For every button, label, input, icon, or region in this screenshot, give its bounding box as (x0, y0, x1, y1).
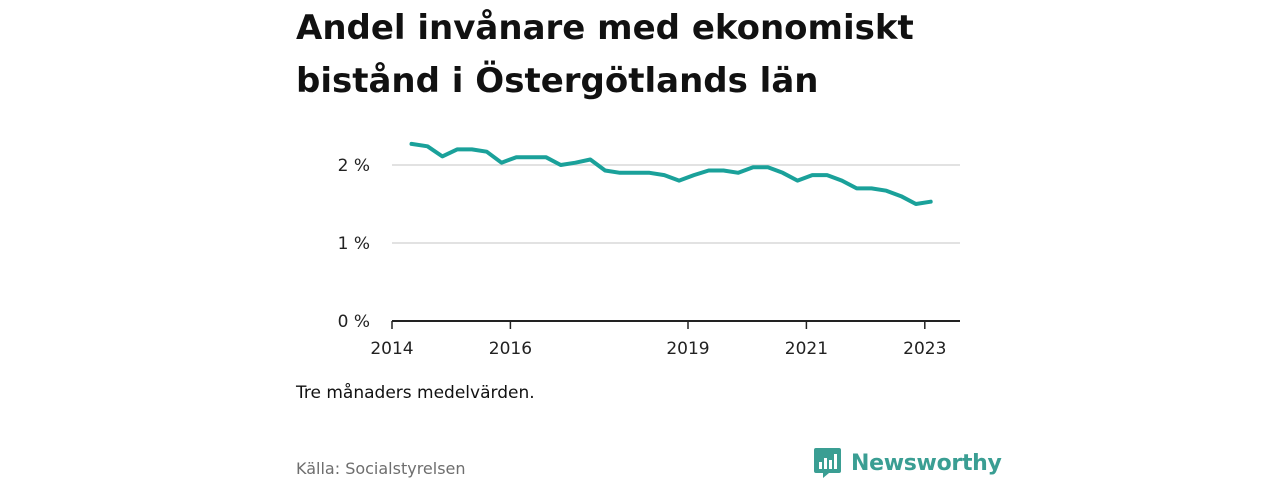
series-line-0 (409, 141, 933, 206)
chart-title: Andel invånare med ekonomiskt bistånd i … (296, 2, 996, 108)
x-tick-label: 2019 (666, 339, 709, 359)
y-tick-label: 0 % (338, 312, 370, 332)
y-tick-label: 2 % (338, 156, 370, 176)
x-tick-label: 2014 (370, 339, 413, 359)
y-tick-label: 1 % (338, 234, 370, 254)
bar-chart-speech-bubble-icon (814, 448, 841, 478)
line-chart: 0 % 1 % 2 % 2014 2016 2019 2021 2023 (338, 141, 960, 359)
chart-title-line-1: Andel invånare med ekonomiskt (296, 8, 914, 48)
chart-title-line-2: bistånd i Östergötlands län (296, 61, 819, 101)
brand-logo-link[interactable]: Newsworthy (814, 446, 1002, 480)
chart-note: Tre månaders medelvärden. (296, 383, 535, 403)
brand-name: Newsworthy (851, 450, 1002, 476)
x-tick-label: 2021 (785, 339, 828, 359)
x-tick-label: 2023 (903, 339, 946, 359)
source-text: Källa: Socialstyrelsen (296, 459, 466, 478)
x-tick-label: 2016 (489, 339, 532, 359)
